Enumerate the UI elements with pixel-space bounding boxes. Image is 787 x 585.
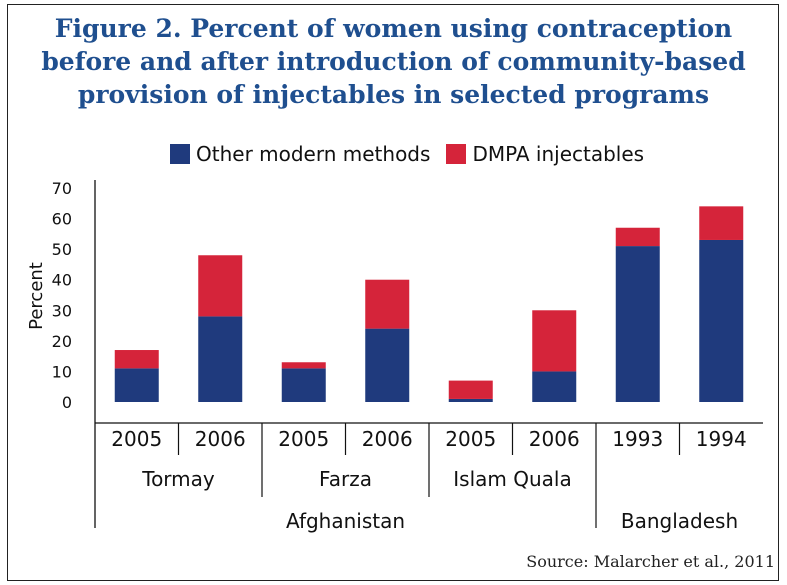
y-tick-label: 70 — [52, 179, 72, 198]
x-tick-label: 2006 — [195, 427, 246, 451]
x-tick-label: 1994 — [696, 427, 747, 451]
bar-segment — [615, 227, 660, 247]
bar-segment — [699, 239, 744, 402]
bar-segment — [281, 362, 326, 369]
bar-segment — [532, 371, 577, 402]
bar-segment — [198, 316, 243, 402]
supergroup-label: Bangladesh — [621, 509, 738, 533]
legend-item-dmpa: DMPA injectables — [446, 142, 644, 166]
bar-segment — [114, 350, 159, 369]
legend-swatch-other-modern — [170, 144, 190, 164]
group-label: Tormay — [141, 467, 215, 491]
bar-segment — [198, 255, 243, 317]
bar-segment — [281, 368, 326, 402]
y-tick-label: 50 — [52, 240, 72, 259]
bar-segment — [365, 279, 410, 329]
bar-segment — [114, 368, 159, 402]
title-line-3: provision of injectables in selected pro… — [77, 80, 710, 109]
legend-item-other-modern: Other modern methods — [170, 142, 430, 166]
chart-legend: Other modern methods DMPA injectables — [170, 142, 660, 166]
bar-segment — [615, 246, 660, 402]
bar-segment — [365, 328, 410, 402]
x-tick-label: 2005 — [445, 427, 496, 451]
title-line-1: Figure 2. Percent of women using contrac… — [54, 14, 733, 43]
legend-label-dmpa: DMPA injectables — [472, 142, 645, 166]
bar-segment — [532, 310, 577, 372]
group-label: Islam Quala — [453, 467, 571, 491]
y-tick-label: 60 — [52, 210, 72, 229]
supergroup-label: Afghanistan — [286, 509, 405, 533]
y-tick-label: 20 — [52, 332, 72, 351]
x-tick-label: 2006 — [362, 427, 413, 451]
x-tick-label: 2005 — [111, 427, 162, 451]
y-axis-title: Percent — [26, 262, 47, 330]
chart-title: Figure 2. Percent of women using contrac… — [0, 12, 787, 111]
bar-segment — [448, 380, 493, 399]
x-tick-label: 1993 — [612, 427, 663, 451]
x-tick-label: 2005 — [278, 427, 329, 451]
y-tick-label: 40 — [52, 271, 72, 290]
source-note: Source: Malarcher et al., 2011 — [526, 552, 775, 571]
legend-label-other-modern: Other modern methods — [196, 142, 431, 166]
y-tick-label: 10 — [52, 362, 72, 381]
bar-segment — [699, 206, 744, 240]
legend-swatch-dmpa — [446, 144, 467, 164]
y-tick-label: 0 — [62, 393, 72, 412]
bar-segment — [448, 398, 493, 402]
y-tick-label: 30 — [52, 301, 72, 320]
title-line-2: before and after introduction of communi… — [41, 47, 746, 76]
x-tick-label: 2006 — [529, 427, 580, 451]
group-label: Farza — [319, 467, 372, 491]
